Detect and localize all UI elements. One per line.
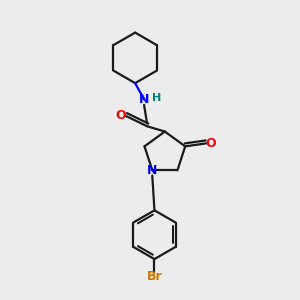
Text: O: O [206,137,216,150]
Text: N: N [139,93,149,106]
Text: O: O [115,109,126,122]
Text: H: H [152,93,161,103]
Text: Br: Br [147,270,162,284]
Text: N: N [147,164,158,177]
